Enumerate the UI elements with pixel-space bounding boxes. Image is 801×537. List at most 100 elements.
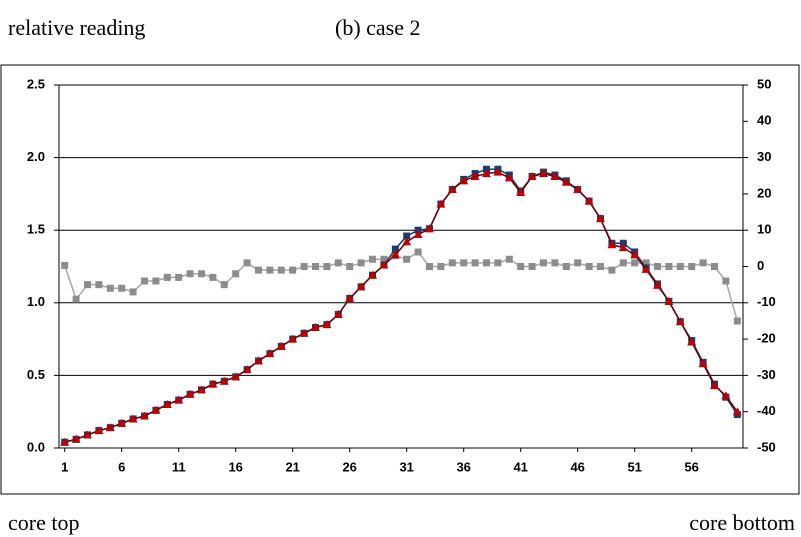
marker [516, 187, 526, 196]
marker [72, 295, 80, 303]
marker [312, 263, 319, 270]
marker [539, 169, 548, 178]
marker [265, 349, 275, 358]
y2-tick-label: -40 [757, 403, 776, 418]
y2-tick-label: -30 [757, 367, 776, 382]
marker [733, 317, 741, 325]
marker [711, 263, 718, 270]
marker [379, 260, 389, 269]
marker [333, 309, 343, 318]
marker [505, 255, 513, 263]
marker [255, 266, 262, 274]
y2-tick-label: 20 [757, 185, 771, 200]
marker [220, 281, 228, 289]
marker [106, 284, 114, 292]
marker [675, 317, 685, 326]
marker [551, 259, 559, 267]
chart-frame [0, 64, 800, 495]
marker [483, 259, 490, 267]
x-tick-label: 1 [61, 459, 68, 474]
marker [687, 337, 697, 346]
y2-tick-label: 0 [757, 258, 764, 273]
marker [584, 196, 594, 205]
marker [721, 391, 731, 400]
marker [540, 259, 547, 267]
marker [242, 365, 252, 374]
marker [105, 423, 115, 432]
marker [597, 263, 604, 270]
marker [128, 414, 138, 423]
marker [94, 426, 104, 435]
marker [356, 282, 366, 291]
marker [323, 263, 331, 270]
marker [369, 255, 376, 263]
marker [402, 237, 412, 246]
marker [618, 243, 628, 252]
marker [698, 359, 708, 368]
marker [140, 411, 149, 420]
marker [403, 232, 411, 240]
marker [185, 389, 195, 398]
marker [482, 169, 491, 178]
marker [151, 405, 161, 414]
marker [436, 199, 446, 208]
y2-tick-label: -10 [757, 294, 776, 309]
marker [276, 341, 286, 350]
marker [688, 263, 696, 270]
marker [642, 259, 650, 267]
marker [129, 288, 137, 296]
marker [630, 250, 640, 259]
marker [573, 185, 583, 194]
marker [413, 230, 423, 239]
marker [266, 266, 274, 274]
marker [186, 270, 194, 278]
marker [561, 177, 571, 186]
marker [61, 261, 69, 269]
header-left: relative reading [8, 15, 145, 40]
y2-tick-label: 50 [757, 76, 771, 91]
x-tick-label: 16 [228, 459, 242, 474]
marker [641, 264, 651, 273]
marker [117, 418, 127, 427]
x-tick-label: 26 [342, 459, 356, 474]
marker [676, 263, 684, 270]
x-tick-label: 46 [570, 459, 584, 474]
marker [550, 171, 560, 180]
marker [232, 270, 240, 278]
marker [357, 259, 365, 267]
y-tick-label: 2.0 [27, 149, 45, 164]
marker [504, 173, 514, 182]
marker [254, 356, 263, 365]
marker [608, 266, 616, 274]
marker [459, 176, 469, 185]
marker [447, 185, 457, 194]
marker [198, 270, 205, 278]
y2-tick-label: 10 [757, 222, 771, 237]
marker [322, 320, 332, 329]
marker [289, 266, 297, 274]
marker [368, 270, 377, 279]
marker [425, 224, 434, 233]
marker [346, 263, 354, 270]
marker [414, 248, 422, 256]
marker [243, 259, 251, 267]
marker [174, 395, 184, 404]
y-tick-label: 1.5 [27, 222, 45, 237]
plot-area [58, 84, 744, 449]
marker [334, 259, 342, 267]
marker [470, 171, 480, 180]
marker [448, 259, 456, 267]
marker [585, 263, 593, 270]
marker [83, 430, 92, 439]
marker [596, 214, 605, 223]
marker [574, 259, 582, 267]
x-tick-label: 31 [399, 459, 413, 474]
marker [288, 334, 298, 343]
marker [219, 376, 229, 385]
marker [437, 263, 445, 270]
y2-tick-label: 30 [757, 149, 771, 164]
marker [162, 399, 172, 408]
marker [95, 281, 103, 289]
marker [209, 273, 217, 281]
marker [654, 263, 661, 270]
